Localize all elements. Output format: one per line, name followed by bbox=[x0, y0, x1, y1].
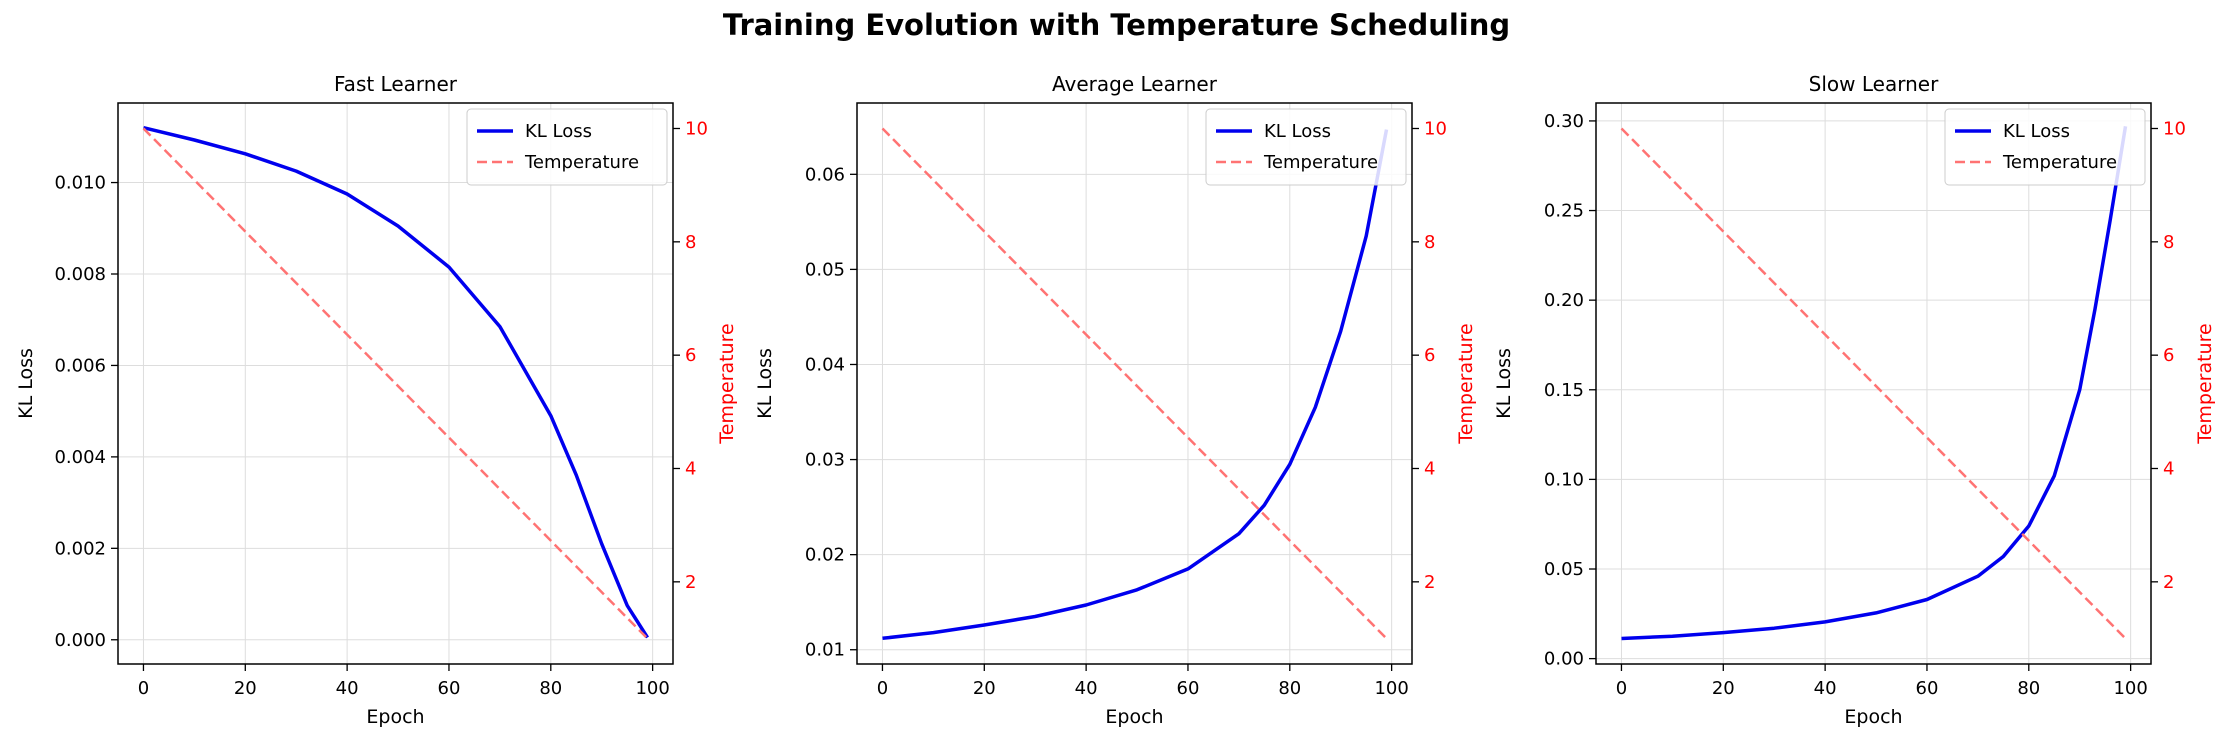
y-tick-label: 0.010 bbox=[54, 173, 106, 194]
subplot-title: Average Learner bbox=[1052, 72, 1218, 96]
y-axis-label: KL Loss bbox=[15, 348, 37, 419]
x-tick-label: 60 bbox=[1916, 678, 1939, 699]
y2-axis-label: Temperature bbox=[716, 323, 738, 444]
y-tick-label: 0.06 bbox=[805, 164, 845, 185]
y-tick-label: 0.004 bbox=[54, 447, 106, 468]
y-tick-label: 0.000 bbox=[54, 630, 106, 651]
y-tick-label: 0.02 bbox=[805, 545, 845, 566]
x-tick-label: 20 bbox=[973, 678, 996, 699]
x-tick-label: 80 bbox=[2017, 678, 2040, 699]
x-tick-label: 100 bbox=[1374, 678, 1408, 699]
x-tick-label: 0 bbox=[877, 678, 888, 699]
x-tick-label: 40 bbox=[336, 678, 359, 699]
legend-box bbox=[1944, 108, 2146, 186]
y2-tick-label: 6 bbox=[1424, 345, 1435, 366]
y2-tick-label: 6 bbox=[2163, 345, 2174, 366]
legend-label: KL Loss bbox=[1264, 121, 1331, 142]
figure-title: Training Evolution with Temperature Sche… bbox=[722, 8, 1511, 42]
temperature-series-line bbox=[142, 127, 649, 640]
temperature-series-line bbox=[1620, 127, 2127, 640]
legend: KL Loss Temperature bbox=[1944, 108, 2146, 186]
y-tick-label: 0.25 bbox=[1544, 201, 1584, 222]
kl-loss-series-line bbox=[1621, 126, 2128, 641]
y-tick-label: 0.10 bbox=[1544, 469, 1584, 490]
y-tick-label: 0.05 bbox=[1544, 559, 1584, 580]
y2-tick-label: 10 bbox=[1424, 119, 1447, 140]
legend-label: Temperature bbox=[524, 152, 639, 173]
y2-axis-label: Temperature bbox=[1455, 323, 1477, 444]
y-axis-label: KL Loss bbox=[754, 348, 776, 419]
plot-frame bbox=[117, 102, 674, 665]
legend-label: Temperature bbox=[2002, 152, 2117, 173]
temperature-series-line bbox=[881, 127, 1388, 640]
y-tick-label: 0.008 bbox=[54, 264, 106, 285]
x-tick-label: 0 bbox=[1616, 678, 1627, 699]
x-tick-label: 100 bbox=[2113, 678, 2147, 699]
plot-frame bbox=[1595, 102, 2152, 665]
y-tick-label: 0.04 bbox=[805, 354, 845, 375]
y-tick-label: 0.01 bbox=[805, 640, 845, 661]
y2-tick-label: 8 bbox=[1424, 232, 1435, 253]
x-tick-label: 60 bbox=[1177, 678, 1200, 699]
y-tick-label: 0.30 bbox=[1544, 111, 1584, 132]
y-tick-label: 0.00 bbox=[1544, 649, 1584, 670]
x-tick-label: 40 bbox=[1814, 678, 1837, 699]
x-tick-label: 20 bbox=[1712, 678, 1735, 699]
y2-tick-label: 8 bbox=[2163, 232, 2174, 253]
y2-axis-label: Temperature bbox=[2194, 323, 2216, 444]
x-axis-label: Epoch bbox=[1844, 706, 1902, 728]
kl-loss-series-line bbox=[882, 129, 1389, 641]
legend: KL Loss Temperature bbox=[466, 108, 668, 186]
y2-tick-label: 2 bbox=[2163, 572, 2174, 593]
y-tick-label: 0.002 bbox=[54, 538, 106, 559]
subplot-1: 0 20 40 60 80 100 0.000 0.002 0.004 0.006 0.008 0.0… bbox=[15, 72, 738, 728]
y2-tick-label: 10 bbox=[685, 119, 708, 140]
subplot-title: Fast Learner bbox=[334, 72, 458, 96]
legend-label: KL Loss bbox=[525, 121, 592, 142]
x-tick-label: 40 bbox=[1075, 678, 1098, 699]
legend-box bbox=[1205, 108, 1407, 186]
y2-tick-label: 2 bbox=[1424, 572, 1435, 593]
subplot-2: 0 20 40 60 80 100 0.01 0.02 0.03 0.04 0.05 0.06 2 4 6 8… bbox=[754, 72, 1477, 728]
y-tick-label: 0.20 bbox=[1544, 290, 1584, 311]
y2-tick-label: 6 bbox=[685, 345, 696, 366]
x-tick-label: 80 bbox=[539, 678, 562, 699]
legend-box bbox=[466, 108, 668, 186]
y2-tick-label: 2 bbox=[685, 572, 696, 593]
y-axis-label: KL Loss bbox=[1493, 348, 1515, 419]
y-tick-label: 0.006 bbox=[54, 355, 106, 376]
x-tick-label: 0 bbox=[138, 678, 149, 699]
y2-tick-label: 4 bbox=[685, 459, 696, 480]
x-axis-label: Epoch bbox=[366, 706, 424, 728]
y2-tick-label: 4 bbox=[2163, 459, 2174, 480]
x-tick-label: 100 bbox=[635, 678, 669, 699]
x-tick-label: 20 bbox=[234, 678, 257, 699]
legend-label: KL Loss bbox=[2003, 121, 2070, 142]
subplot-3: 0 20 40 60 80 100 0.00 0.05 0.10 0.15 0.20 0.25 0.30… bbox=[1493, 72, 2216, 728]
x-axis-label: Epoch bbox=[1105, 706, 1163, 728]
x-tick-label: 60 bbox=[438, 678, 461, 699]
y-tick-label: 0.15 bbox=[1544, 380, 1584, 401]
y-tick-label: 0.05 bbox=[805, 259, 845, 280]
y2-tick-label: 10 bbox=[2163, 119, 2186, 140]
plot-frame bbox=[856, 102, 1413, 665]
y-tick-label: 0.03 bbox=[805, 450, 845, 471]
subplot-title: Slow Learner bbox=[1809, 72, 1939, 96]
legend: KL Loss Temperature bbox=[1205, 108, 1407, 186]
legend-label: Temperature bbox=[1263, 152, 1378, 173]
y2-tick-label: 8 bbox=[685, 232, 696, 253]
kl-loss-series-line bbox=[143, 125, 649, 639]
y2-tick-label: 4 bbox=[1424, 459, 1435, 480]
x-tick-label: 80 bbox=[1278, 678, 1301, 699]
